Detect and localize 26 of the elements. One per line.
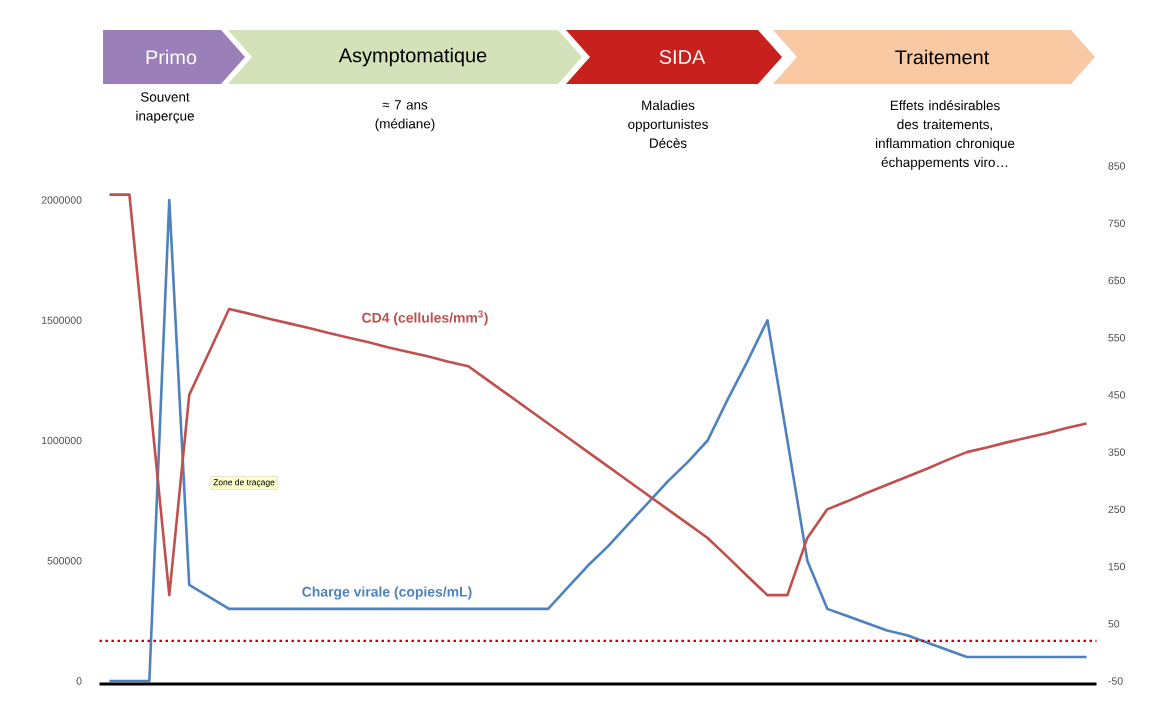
annotation: Zone de traçage [213, 479, 275, 487]
y2-tick-label: 850 [1108, 162, 1126, 170]
y-tick-label: 500000 [47, 557, 82, 565]
y2-tick-label: 50 [1108, 620, 1120, 628]
y-tick-label: 1500000 [42, 316, 82, 324]
text: SIDA [659, 49, 706, 65]
series-label: CD4 (cellules/mm$^{3}$) [362, 310, 488, 326]
y-tick-label: 1000000 [42, 436, 82, 445]
text: ≈ 7 ans (médiane) [375, 100, 435, 132]
y-tick-label: 2000000 [41, 196, 82, 204]
y2-tick-label: 350 [1108, 448, 1126, 456]
series-label: Charge virale (copies/mL) [302, 586, 472, 600]
text: Primo [146, 49, 197, 65]
text: Traitement [895, 49, 990, 65]
y2-tick-label: 550 [1108, 333, 1126, 342]
y2-tick-label: 250 [1108, 505, 1126, 514]
y2-tick-label: 450 [1108, 391, 1126, 399]
y2-tick-label: 150 [1108, 562, 1126, 571]
text: Souvent inaperçue [136, 92, 194, 124]
y2-tick-label: 650 [1108, 276, 1126, 285]
text: Asymptomatique [338, 47, 487, 67]
y2-tick-label: -50 [1108, 677, 1123, 685]
text: Effets indésirables des traitements, inflammation chronique échappements viro… [876, 100, 1015, 170]
y-tick-label: 0 [76, 677, 82, 685]
text: Maladies opportunistes Décès [628, 100, 708, 148]
y2-tick-label: 750 [1108, 219, 1126, 227]
